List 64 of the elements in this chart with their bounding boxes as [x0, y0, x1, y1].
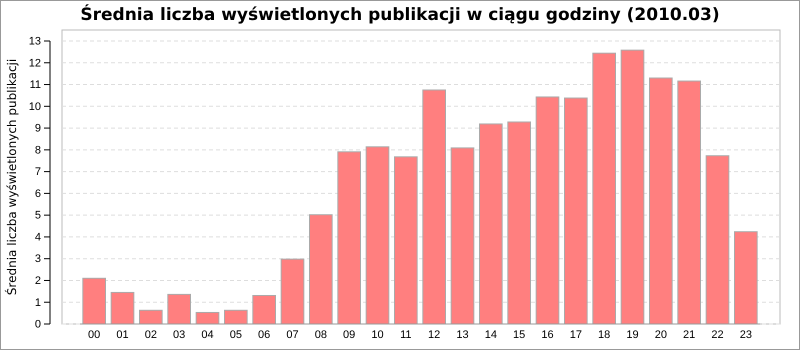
x-tick-label: 04	[201, 328, 214, 341]
bar	[564, 98, 588, 324]
x-tick-label: 16	[541, 328, 554, 341]
x-tick-label: 10	[371, 328, 384, 341]
bar	[479, 123, 503, 324]
bar	[280, 258, 304, 324]
x-tick-label: 14	[484, 328, 497, 341]
bar	[252, 294, 276, 324]
x-tick-label: 13	[456, 328, 469, 341]
bar	[366, 146, 390, 324]
y-tick-label: 8	[34, 144, 41, 156]
x-tick-label: 23	[740, 328, 752, 341]
bar	[450, 147, 474, 324]
x-tick-label: 08	[314, 328, 327, 341]
bar	[139, 310, 163, 324]
x-tick-label: 15	[513, 328, 526, 341]
bar	[110, 292, 134, 324]
x-tick-label: 12	[428, 328, 440, 341]
x-tick-label: 05	[230, 328, 242, 341]
bar	[422, 89, 446, 324]
bar	[167, 294, 191, 324]
x-tick-label: 06	[258, 328, 270, 341]
y-tick-label: 4	[34, 231, 41, 244]
y-tick-label: 6	[34, 188, 41, 200]
bar	[677, 80, 701, 324]
y-tick-label: 1	[34, 296, 41, 309]
bar	[309, 214, 333, 324]
y-tick-label: 11	[30, 79, 41, 92]
x-tick-label: 11	[400, 328, 412, 341]
bar	[592, 52, 616, 324]
bar	[224, 310, 248, 324]
y-tick-label: 5	[34, 210, 41, 222]
bar	[507, 121, 531, 324]
chart-title: Średnia liczba wyświetlonych publikacji w ciągu godziny (2010.03)	[80, 4, 720, 25]
y-tick-label: 0	[34, 318, 41, 331]
bar	[734, 231, 758, 324]
x-tick-label: 17	[570, 328, 582, 341]
x-tick-label: 20	[654, 328, 667, 341]
y-axis-title: Średnia liczba wyświetlonych publikacji	[4, 58, 19, 296]
bar	[337, 151, 361, 324]
x-tick-label: 18	[598, 328, 610, 341]
y-tick-label: 7	[34, 166, 41, 178]
x-tick-label: 22	[711, 328, 724, 341]
x-tick-label: 09	[343, 328, 356, 341]
bar	[706, 155, 730, 324]
y-tick-label: 9	[34, 122, 41, 135]
y-tick-label: 10	[28, 100, 41, 113]
bar	[536, 96, 560, 324]
y-tick-label: 12	[28, 57, 41, 70]
bar	[620, 50, 644, 324]
x-tick-label: 21	[683, 328, 696, 341]
y-tick-label: 2	[34, 274, 41, 287]
x-tick-label: 01	[116, 328, 129, 341]
bar	[394, 156, 418, 324]
x-tick-label: 03	[173, 328, 186, 341]
y-tick-label: 13	[28, 36, 41, 48]
bar	[196, 312, 220, 324]
x-tick-label: 19	[626, 328, 639, 341]
x-tick-label: 07	[286, 328, 299, 341]
x-tick-label: 00	[88, 328, 100, 341]
bar	[649, 78, 673, 324]
x-tick-label: 02	[144, 328, 157, 341]
bar	[82, 278, 106, 324]
y-tick-label: 3	[34, 253, 41, 266]
